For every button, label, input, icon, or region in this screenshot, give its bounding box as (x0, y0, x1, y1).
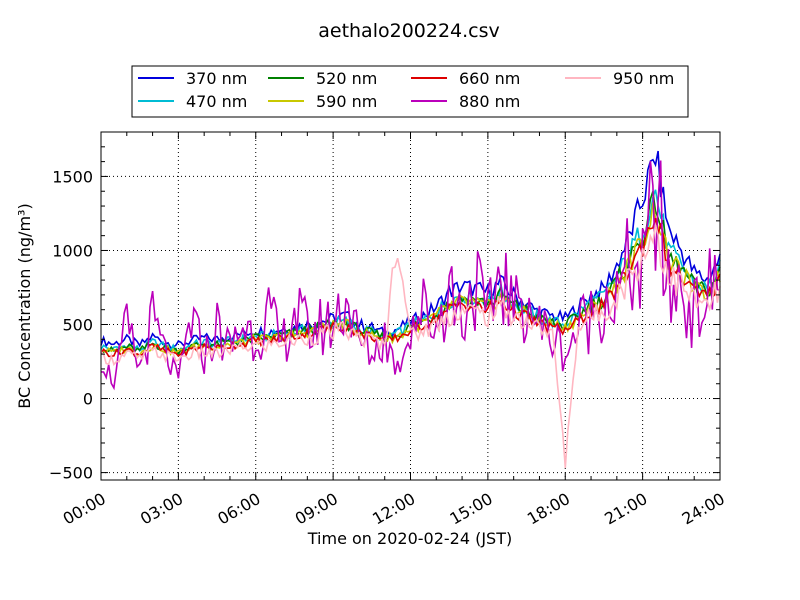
x-tick-label: 24:00 (679, 489, 728, 529)
x-tick-label: 18:00 (524, 489, 573, 529)
series-group (100, 150, 721, 468)
legend-label: 660 nm (459, 69, 520, 88)
grid (101, 132, 720, 480)
y-tick-label: 0 (83, 390, 93, 409)
legend-label: 520 nm (316, 69, 377, 88)
y-tick-label: 500 (62, 316, 93, 335)
x-tick-label: 09:00 (292, 489, 341, 529)
legend-label: 880 nm (459, 92, 520, 111)
legend-box (131, 65, 689, 118)
chart-title: aethalo200224.csv (318, 20, 500, 42)
series-line-950-nm (100, 224, 721, 468)
x-tick-label: 21:00 (601, 489, 650, 529)
x-tick-label: 12:00 (369, 489, 418, 529)
x-tick-label: 06:00 (214, 489, 263, 529)
y-axis-label: BC Concentration (ng/m³) (15, 203, 34, 408)
legend-label: 370 nm (186, 69, 247, 88)
y-tick-label: −500 (49, 464, 93, 483)
legend-label: 470 nm (186, 92, 247, 111)
series-line-880-nm (100, 160, 721, 391)
legend-label: 590 nm (316, 92, 377, 111)
x-tick-label: 00:00 (60, 489, 109, 529)
y-tick-label: 1500 (52, 167, 93, 186)
x-axis-label: Time on 2020-02-24 (JST) (307, 529, 512, 548)
legend: 370 nm 470 nm 520 nm 590 nm 660 nm 880 nm 950 … (131, 65, 689, 118)
axis-ticks: 00:00 03:00 06:00 09:00 12:00 15:00 18:00 21:00… (49, 132, 728, 529)
x-tick-label: 15:00 (446, 489, 495, 529)
series-line-370-nm (100, 150, 721, 349)
y-tick-label: 1000 (52, 241, 93, 260)
x-tick-label: 03:00 (137, 489, 186, 529)
legend-label: 950 nm (613, 69, 674, 88)
